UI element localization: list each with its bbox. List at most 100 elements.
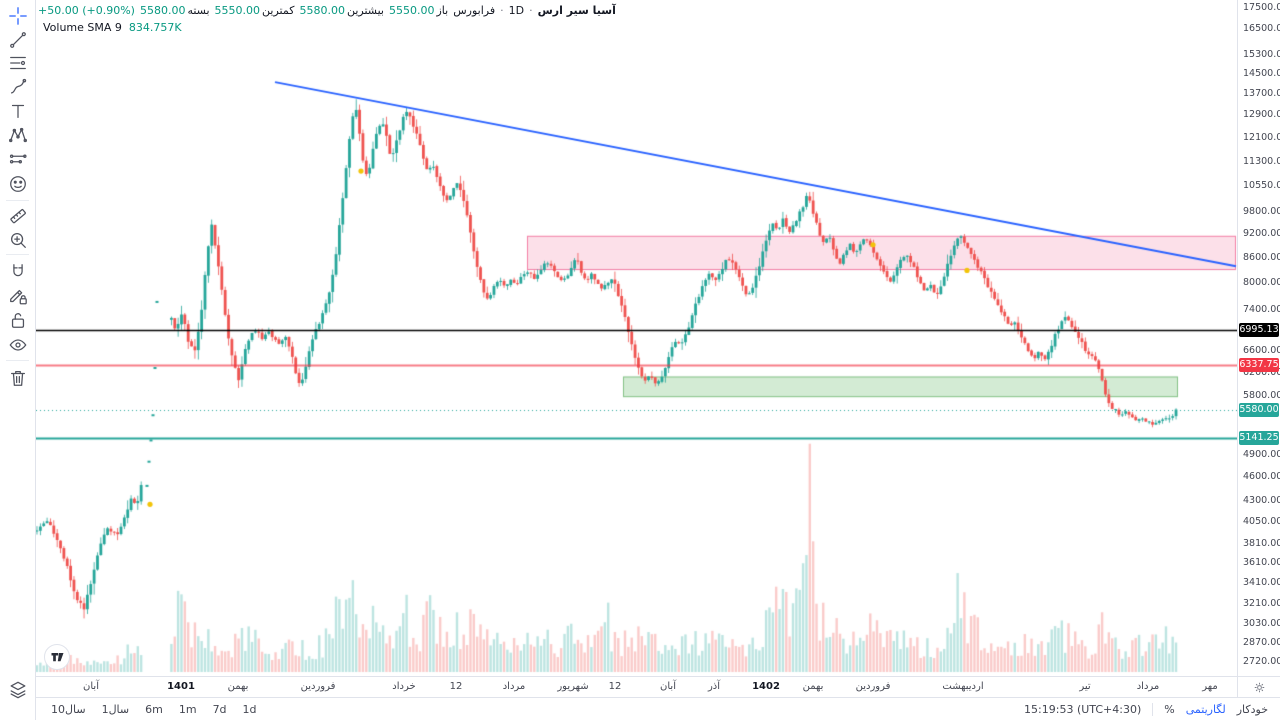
time-axis-label: اردیبهشت: [942, 681, 984, 692]
time-axis-label: آبان: [83, 681, 99, 692]
price-axis-label: 5800.00: [1243, 389, 1280, 401]
price-axis-label: 10550.00: [1243, 179, 1280, 191]
toolbar-divider: [6, 254, 29, 255]
lock-drawings-pencil-icon: [9, 289, 27, 305]
price-axis-label: 13700.00: [1243, 88, 1280, 99]
price-axis-label: 4900.00: [1243, 449, 1280, 461]
price-axis-label: 2870.00: [1243, 637, 1280, 649]
price-chart-canvas[interactable]: [36, 0, 1237, 676]
trash-tool-button[interactable]: [5, 365, 31, 391]
lock-drawings-pencil-tool-button[interactable]: [5, 283, 31, 309]
tradingview-logo-icon: [51, 652, 63, 661]
ruler-icon: [9, 209, 26, 224]
log-scale-button[interactable]: لگاریتمی: [1185, 703, 1226, 716]
symbol-legend: آسیا سیر ارس · 1D · فرابورس باز 5550.00 بی…: [38, 4, 616, 17]
price-axis-label: 12900.00: [1243, 109, 1280, 121]
trend-line-tool-button[interactable]: [5, 27, 31, 53]
drawing-toolbar: [0, 0, 36, 720]
emoji-tool-button[interactable]: [5, 171, 31, 197]
symbol-title[interactable]: آسیا سیر ارس: [537, 4, 616, 17]
price-axis[interactable]: 17500.00 16500.00 15300.00 14500.00 13700.00…: [1237, 0, 1280, 676]
range-button-2[interactable]: 6m: [145, 703, 163, 716]
price-badge-6337.75: 6337.75: [1239, 357, 1279, 372]
toolbar-divider: [6, 360, 29, 361]
axis-settings-corner[interactable]: [1237, 676, 1280, 698]
ohlc-label-1: بیشترین: [346, 4, 384, 17]
price-badge-6995.13: 6995.13: [1239, 323, 1279, 338]
price-axis-label: 8600.00: [1243, 251, 1280, 263]
range-button-5[interactable]: 1d: [242, 703, 257, 716]
brush-icon: [10, 78, 26, 94]
scale-controls: 15:19:53 (UTC+4:30) % لگاریتمی خودکار: [1024, 703, 1280, 716]
price-axis-label: 14500.00: [1243, 68, 1280, 80]
indicator-name[interactable]: Volume SMA 9: [43, 21, 122, 34]
fib-retracement-icon: [9, 56, 26, 70]
timeframe-label[interactable]: 1D: [508, 4, 525, 17]
percent-scale-button[interactable]: %: [1164, 703, 1175, 716]
exchange-label: فرابورس: [453, 4, 496, 17]
brush-tool-button[interactable]: [5, 74, 31, 100]
unlock-tool-button[interactable]: [5, 307, 31, 333]
price-axis-label: 15300.00: [1243, 49, 1280, 61]
range-button-0[interactable]: 10سال: [51, 703, 86, 716]
price-axis-label: 6200.00: [1243, 366, 1280, 378]
ruler-tool-button[interactable]: [5, 203, 31, 229]
time-axis-label: آبان: [660, 681, 676, 692]
time-axis[interactable]: آبان 1401 بهمن فروردین خرداد 12 مرداد شهریور 12 آ…: [36, 676, 1237, 698]
indicator-value: 834.757K: [128, 21, 182, 34]
auto-scale-button[interactable]: خودکار: [1236, 703, 1268, 716]
ohlc-value-2: 5550.00: [214, 4, 261, 17]
hide-drawings-eye-tool-button[interactable]: [5, 332, 31, 358]
price-axis-label: 3410.00: [1243, 576, 1280, 588]
object-tree-layers-icon: [10, 681, 25, 699]
time-axis-label: 12: [449, 681, 463, 692]
legend-separator: ·: [500, 4, 504, 17]
toolbar-divider: [6, 200, 29, 201]
ohlc-label-2: کمترین: [262, 4, 295, 17]
range-button-1[interactable]: 1سال: [101, 703, 130, 716]
crosshair-tool-button[interactable]: [5, 3, 31, 29]
time-axis-label: مرداد: [502, 681, 526, 692]
text-tool-icon: [11, 104, 24, 118]
range-button-4[interactable]: 7d: [212, 703, 227, 716]
ohlc-value-0: 5550.00: [389, 4, 435, 17]
price-axis-label: 4050.00: [1243, 516, 1280, 528]
price-axis-label: 3610.00: [1243, 556, 1280, 568]
price-axis-label: 4300.00: [1243, 495, 1280, 507]
price-axis-label: 3030.00: [1243, 618, 1280, 630]
time-axis-label: مهر: [1202, 681, 1218, 692]
price-badge-5141.25: 5141.25: [1239, 431, 1279, 446]
price-axis-label: 8000.00: [1243, 276, 1280, 288]
price-axis-label: 7400.00: [1243, 304, 1280, 316]
bottom-toolbar: 10سال 1سال 6m 1m 7d 1d 15:19:53 (UTC+4:30) % …: [36, 697, 1280, 720]
ohlc-label-3: بسته: [187, 4, 210, 17]
price-axis-label: 11300.00: [1243, 155, 1280, 167]
price-axis-label: 9200.00: [1243, 227, 1280, 239]
ohlc-value-1: 5580.00: [299, 4, 345, 17]
time-axis-label: مرداد: [1136, 681, 1160, 692]
zoom-in-tool-button[interactable]: [5, 227, 31, 253]
xabcd-pattern-tool-button[interactable]: [5, 122, 31, 148]
zoom-in-icon: [10, 233, 26, 248]
price-axis-label: 17500.00: [1243, 2, 1280, 13]
object-tree-layers-tool-button[interactable]: [5, 677, 31, 703]
magnet-tool-button[interactable]: [5, 259, 31, 285]
price-axis-label: 9800.00: [1243, 205, 1280, 217]
trash-icon: [10, 371, 25, 386]
tradingview-logo[interactable]: [44, 644, 70, 670]
range-button-3[interactable]: 1m: [178, 703, 197, 716]
fib-retracement-tool-button[interactable]: [5, 50, 31, 76]
text-tool-tool-button[interactable]: [5, 98, 31, 124]
long-position-tool-button[interactable]: [5, 146, 31, 172]
price-axis-label: 16500.00: [1243, 22, 1280, 34]
time-axis-label: 12: [608, 681, 622, 692]
time-axis-label: 1402: [752, 681, 780, 692]
price-axis-label: 3210.00: [1243, 597, 1280, 609]
time-axis-label: بهمن: [227, 681, 249, 692]
chart-pane: آسیا سیر ارس · 1D · فرابورس باز 5550.00 بی…: [36, 0, 1237, 676]
unlock-icon: [11, 313, 24, 328]
legend-separator: ·: [529, 4, 533, 17]
price-axis-label: 12100.00: [1243, 131, 1280, 143]
trend-line-icon: [9, 32, 26, 48]
